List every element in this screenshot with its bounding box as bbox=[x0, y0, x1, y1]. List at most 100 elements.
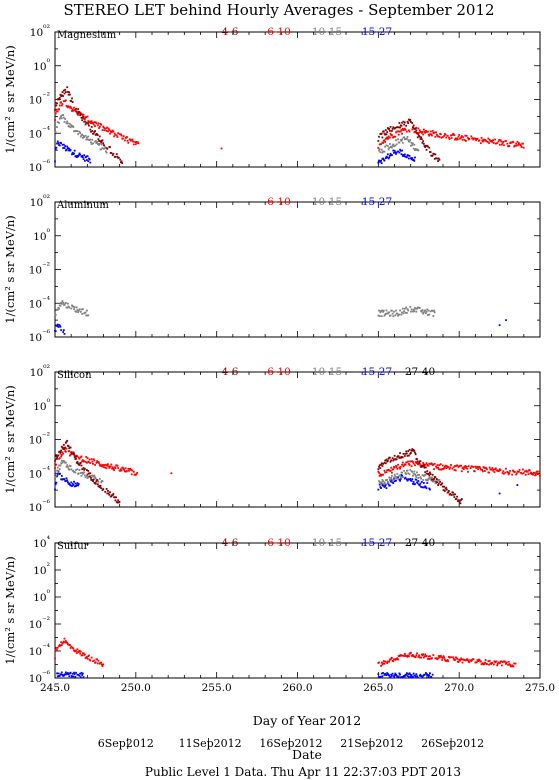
data-point bbox=[420, 477, 423, 480]
data-point bbox=[54, 118, 56, 121]
data-point bbox=[76, 482, 79, 484]
date-axis: 6Sep2012 11Sep2012 16Sep2012 21Sep2012 26Sep… bbox=[98, 737, 484, 750]
data-point bbox=[62, 143, 65, 146]
data-point bbox=[63, 120, 66, 123]
data-point bbox=[101, 665, 104, 668]
data-point bbox=[94, 140, 97, 143]
data-point bbox=[391, 471, 393, 474]
data-point bbox=[72, 305, 75, 308]
x-tick-label: 275.0 bbox=[525, 682, 555, 694]
data-point bbox=[122, 137, 124, 140]
data-point bbox=[75, 156, 78, 159]
data-point bbox=[522, 472, 525, 474]
data-point bbox=[102, 463, 105, 466]
data-point bbox=[62, 114, 65, 116]
data-point bbox=[443, 656, 446, 659]
data-point bbox=[478, 466, 481, 468]
data-point bbox=[103, 464, 106, 466]
data-point bbox=[54, 108, 56, 111]
data-point bbox=[54, 488, 56, 491]
data-point bbox=[440, 483, 443, 486]
data-point bbox=[58, 674, 61, 677]
data-point bbox=[93, 659, 96, 662]
panel-title: Sulfur bbox=[57, 541, 89, 552]
data-point bbox=[386, 156, 389, 159]
data-point bbox=[441, 659, 444, 661]
data-point bbox=[75, 107, 77, 110]
data-point bbox=[404, 311, 407, 314]
data-point bbox=[96, 483, 99, 486]
data-point bbox=[108, 129, 111, 131]
data-point bbox=[409, 477, 412, 480]
data-point bbox=[110, 152, 113, 154]
data-point bbox=[422, 463, 425, 466]
data-point bbox=[393, 675, 395, 678]
data-point bbox=[67, 302, 69, 305]
data-point bbox=[86, 155, 89, 158]
data-point bbox=[384, 471, 387, 474]
data-point bbox=[420, 481, 423, 483]
data-point bbox=[412, 672, 415, 675]
date-tick-label: 21Sep2012 bbox=[340, 737, 403, 750]
data-point bbox=[395, 153, 397, 155]
data-point bbox=[437, 468, 440, 471]
data-point bbox=[79, 472, 82, 474]
data-point bbox=[460, 136, 463, 139]
data-point bbox=[90, 477, 92, 479]
data-point bbox=[424, 129, 427, 132]
data-point bbox=[498, 662, 501, 664]
data-point bbox=[91, 479, 94, 482]
data-point bbox=[395, 658, 398, 661]
data-point bbox=[69, 644, 71, 647]
data-point bbox=[97, 138, 100, 141]
data-point bbox=[73, 308, 75, 311]
data-point bbox=[459, 658, 462, 661]
data-point bbox=[74, 482, 77, 485]
data-point bbox=[58, 108, 60, 111]
data-point bbox=[60, 474, 63, 477]
data-point bbox=[55, 481, 58, 484]
data-point bbox=[67, 90, 69, 93]
data-point bbox=[532, 473, 535, 476]
y-tick-label: 10⁰ bbox=[33, 228, 50, 243]
data-point bbox=[63, 147, 66, 149]
data-point bbox=[403, 455, 406, 457]
data-point bbox=[69, 149, 72, 151]
data-point bbox=[380, 463, 382, 466]
data-point bbox=[405, 312, 408, 314]
data-point bbox=[117, 467, 120, 469]
y-axis-label: 1/(cm² s sr MeV/n) bbox=[3, 45, 17, 154]
data-point bbox=[418, 135, 421, 138]
data-point bbox=[57, 469, 60, 472]
data-point bbox=[410, 142, 413, 144]
data-point bbox=[403, 469, 406, 472]
data-point bbox=[472, 138, 475, 141]
data-point bbox=[85, 155, 88, 158]
data-point bbox=[79, 650, 82, 653]
data-point bbox=[81, 133, 84, 136]
data-point bbox=[67, 122, 69, 125]
data-point bbox=[77, 673, 79, 676]
data-point bbox=[392, 482, 395, 484]
data-point bbox=[381, 136, 384, 139]
data-point bbox=[383, 150, 386, 153]
data-point bbox=[137, 142, 140, 145]
data-point bbox=[106, 492, 109, 495]
data-point bbox=[100, 481, 103, 484]
data-point bbox=[86, 136, 88, 139]
data-point bbox=[382, 150, 384, 153]
data-point bbox=[76, 455, 79, 458]
data-point bbox=[391, 480, 394, 482]
data-point bbox=[100, 661, 103, 664]
data-point bbox=[462, 466, 465, 469]
data-point bbox=[112, 493, 115, 495]
data-point bbox=[405, 473, 408, 475]
data-point bbox=[389, 314, 392, 317]
data-point bbox=[431, 154, 434, 157]
data-point bbox=[432, 315, 435, 317]
data-point bbox=[121, 162, 124, 165]
data-point bbox=[92, 480, 94, 483]
data-point bbox=[80, 671, 83, 674]
data-point bbox=[398, 478, 401, 481]
plot-frame bbox=[54, 31, 541, 168]
